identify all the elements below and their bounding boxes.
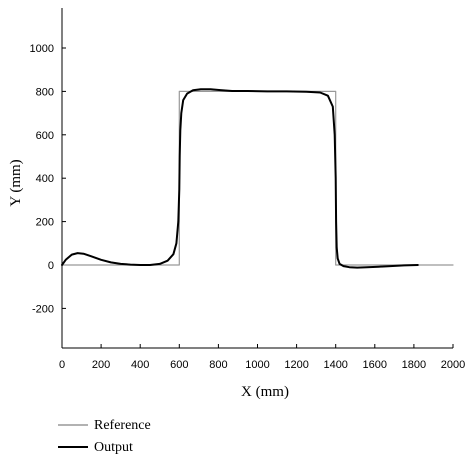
series-layer xyxy=(61,88,454,269)
y-tick-label: 800 xyxy=(36,86,54,98)
y-tick-label: 400 xyxy=(36,173,54,185)
legend-label-output: Output xyxy=(94,440,133,455)
x-tick-label: 0 xyxy=(59,359,65,371)
legend: Reference Output xyxy=(58,418,151,455)
x-tick-label: 1800 xyxy=(402,359,426,371)
y-tick-label: 1000 xyxy=(30,43,54,55)
x-tick-label: 1400 xyxy=(323,359,347,371)
labels: X (mm) Y (mm) xyxy=(8,159,289,400)
y-tick-label: 200 xyxy=(36,217,54,229)
series-line-output xyxy=(61,88,419,269)
series-line-reference xyxy=(61,90,454,266)
y-axis-title: Y (mm) xyxy=(8,159,24,206)
x-tick-label: 800 xyxy=(209,359,227,371)
y-tick-label: -200 xyxy=(32,303,54,315)
x-tick-label: 2000 xyxy=(441,359,465,371)
x-tick-label: 400 xyxy=(131,359,149,371)
x-tick-label: 1200 xyxy=(284,359,308,371)
axes: 0 200 400 600 800 1000 1200 1400 1600 1800 2000-20… xyxy=(30,8,465,371)
x-axis-title: X (mm) xyxy=(241,384,289,400)
y-tick-label: 0 xyxy=(48,260,54,272)
legend-label-reference: Reference xyxy=(94,418,151,433)
x-tick-label: 600 xyxy=(170,359,188,371)
x-tick-label: 1600 xyxy=(363,359,387,371)
x-tick-label: 200 xyxy=(92,359,110,371)
y-tick-label: 600 xyxy=(36,130,54,142)
x-tick-label: 1000 xyxy=(245,359,269,371)
